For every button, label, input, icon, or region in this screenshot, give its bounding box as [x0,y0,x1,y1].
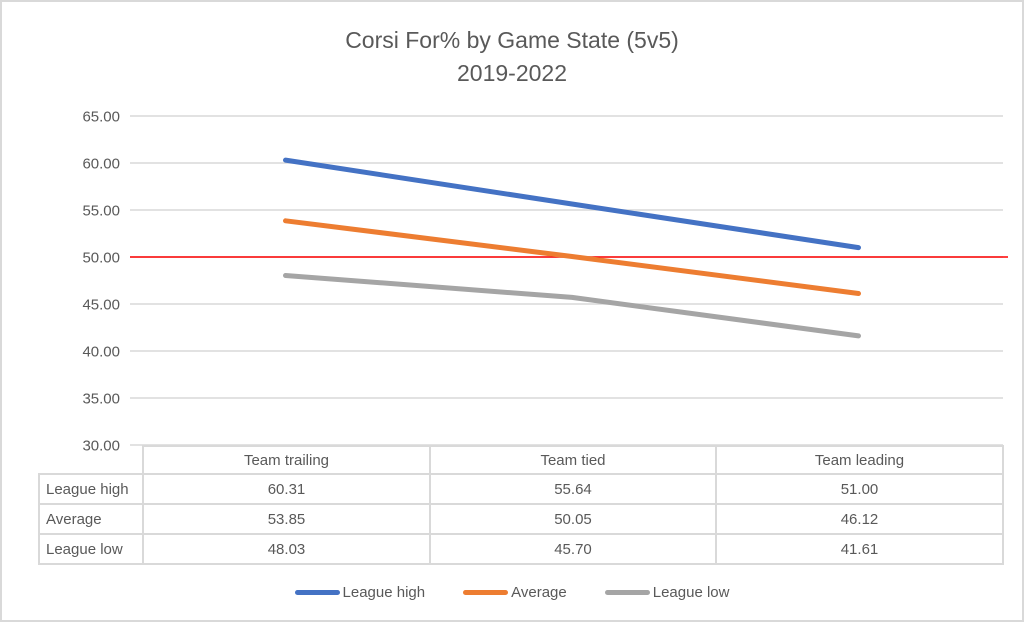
y-axis-tick-label: 60.00 [82,156,120,173]
chart-title-block: Corsi For% by Game State (5v5) 2019-2022 [2,24,1022,90]
y-axis-tick-label: 65.00 [82,109,120,126]
data-table-cell: 55.64 [429,473,717,505]
data-table-corner-cell [39,446,143,474]
data-table-row-label: League low [38,533,144,565]
series-line-average [283,218,861,296]
data-table-body: League high 60.31 55.64 51.00 Average 53.85 50… [38,473,1004,565]
data-table-cell: 50.05 [429,503,717,535]
data-table-column-header: Team tied [429,445,717,475]
y-axis-tick-label: 30.00 [82,438,120,455]
y-axis-tick-label: 50.00 [82,250,120,267]
data-table-cell: 45.70 [429,533,717,565]
legend-line-swatch-icon [294,589,340,595]
legend-item-league-low: League low [604,583,730,601]
legend-line-swatch-icon [604,589,650,595]
series-line-league-high [283,157,861,251]
data-table-cell: 53.85 [142,503,431,535]
legend-item-label: League high [342,583,426,601]
data-table-cell: 60.31 [142,473,431,505]
legend-item-average: Average [463,584,567,601]
data-table-column-header: Team trailing [142,445,431,475]
data-table-row-label: League high [38,473,144,505]
chart-legend: League high Average League low [2,579,1022,605]
legend-item-league-high: League high [294,583,426,601]
data-table-header: Team trailing Team tied Team leading [39,445,1004,475]
chart-subtitle: 2019-2022 [457,60,567,86]
series-line-league-low [283,273,861,339]
data-table: Team trailing Team tied Team leading Leagu… [38,445,1004,565]
legend-item-label: League low [652,583,730,601]
table-row: Average 53.85 50.05 46.12 [38,503,1004,535]
data-table-row-label: Average [38,503,144,535]
table-row: League low 48.03 45.70 41.61 [38,533,1004,565]
y-axis-tick-label: 40.00 [82,344,120,361]
legend-item-label: Average [511,583,567,601]
data-table-header-row: Team trailing Team tied Team leading [39,445,1004,475]
y-axis-tick-label: 55.00 [82,203,120,220]
data-table-cell: 46.12 [715,503,1004,535]
legend-line-swatch-icon [463,589,509,595]
data-table-cell: 48.03 [142,533,431,565]
y-axis-tick-label: 35.00 [82,391,120,408]
data-table-column-header: Team leading [715,445,1004,475]
chart-title: Corsi For% by Game State (5v5) [345,27,679,53]
data-table-cell: 51.00 [715,473,1004,505]
data-table-cell: 41.61 [715,533,1004,565]
y-axis-tick-label: 45.00 [82,297,120,314]
table-row: League high 60.31 55.64 51.00 [38,473,1004,505]
